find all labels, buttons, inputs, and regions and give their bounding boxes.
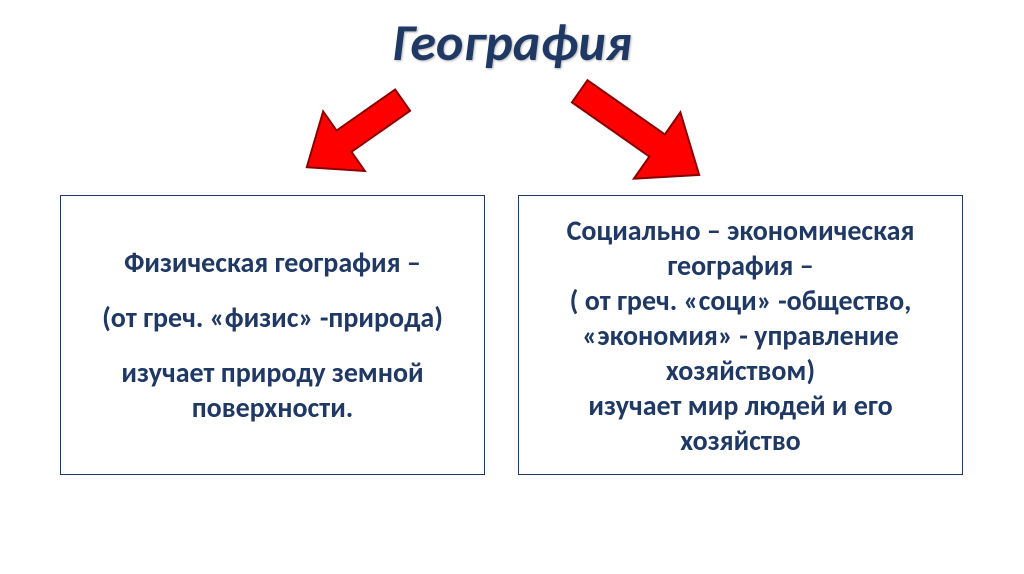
left-box-description: изучает природу земной поверхности. <box>81 355 464 425</box>
left-box-etymology: (от греч. «физис» -природа) <box>102 300 443 335</box>
arrow-left-icon <box>300 75 420 190</box>
right-box-description: изучает мир людей и его хозяйство <box>539 388 942 458</box>
right-box-etymology: ( от греч. «соци» -общество, «экономия» … <box>539 283 942 388</box>
left-branch-box: Физическая география – (от греч. «физис»… <box>60 195 485 475</box>
arrow-right-icon <box>565 75 705 190</box>
right-box-title: Социально – экономическая география – <box>539 213 942 283</box>
main-title: География <box>0 10 1024 74</box>
left-box-title: Физическая география – <box>124 245 421 280</box>
right-branch-box: Социально – экономическая география – ( … <box>518 195 963 475</box>
